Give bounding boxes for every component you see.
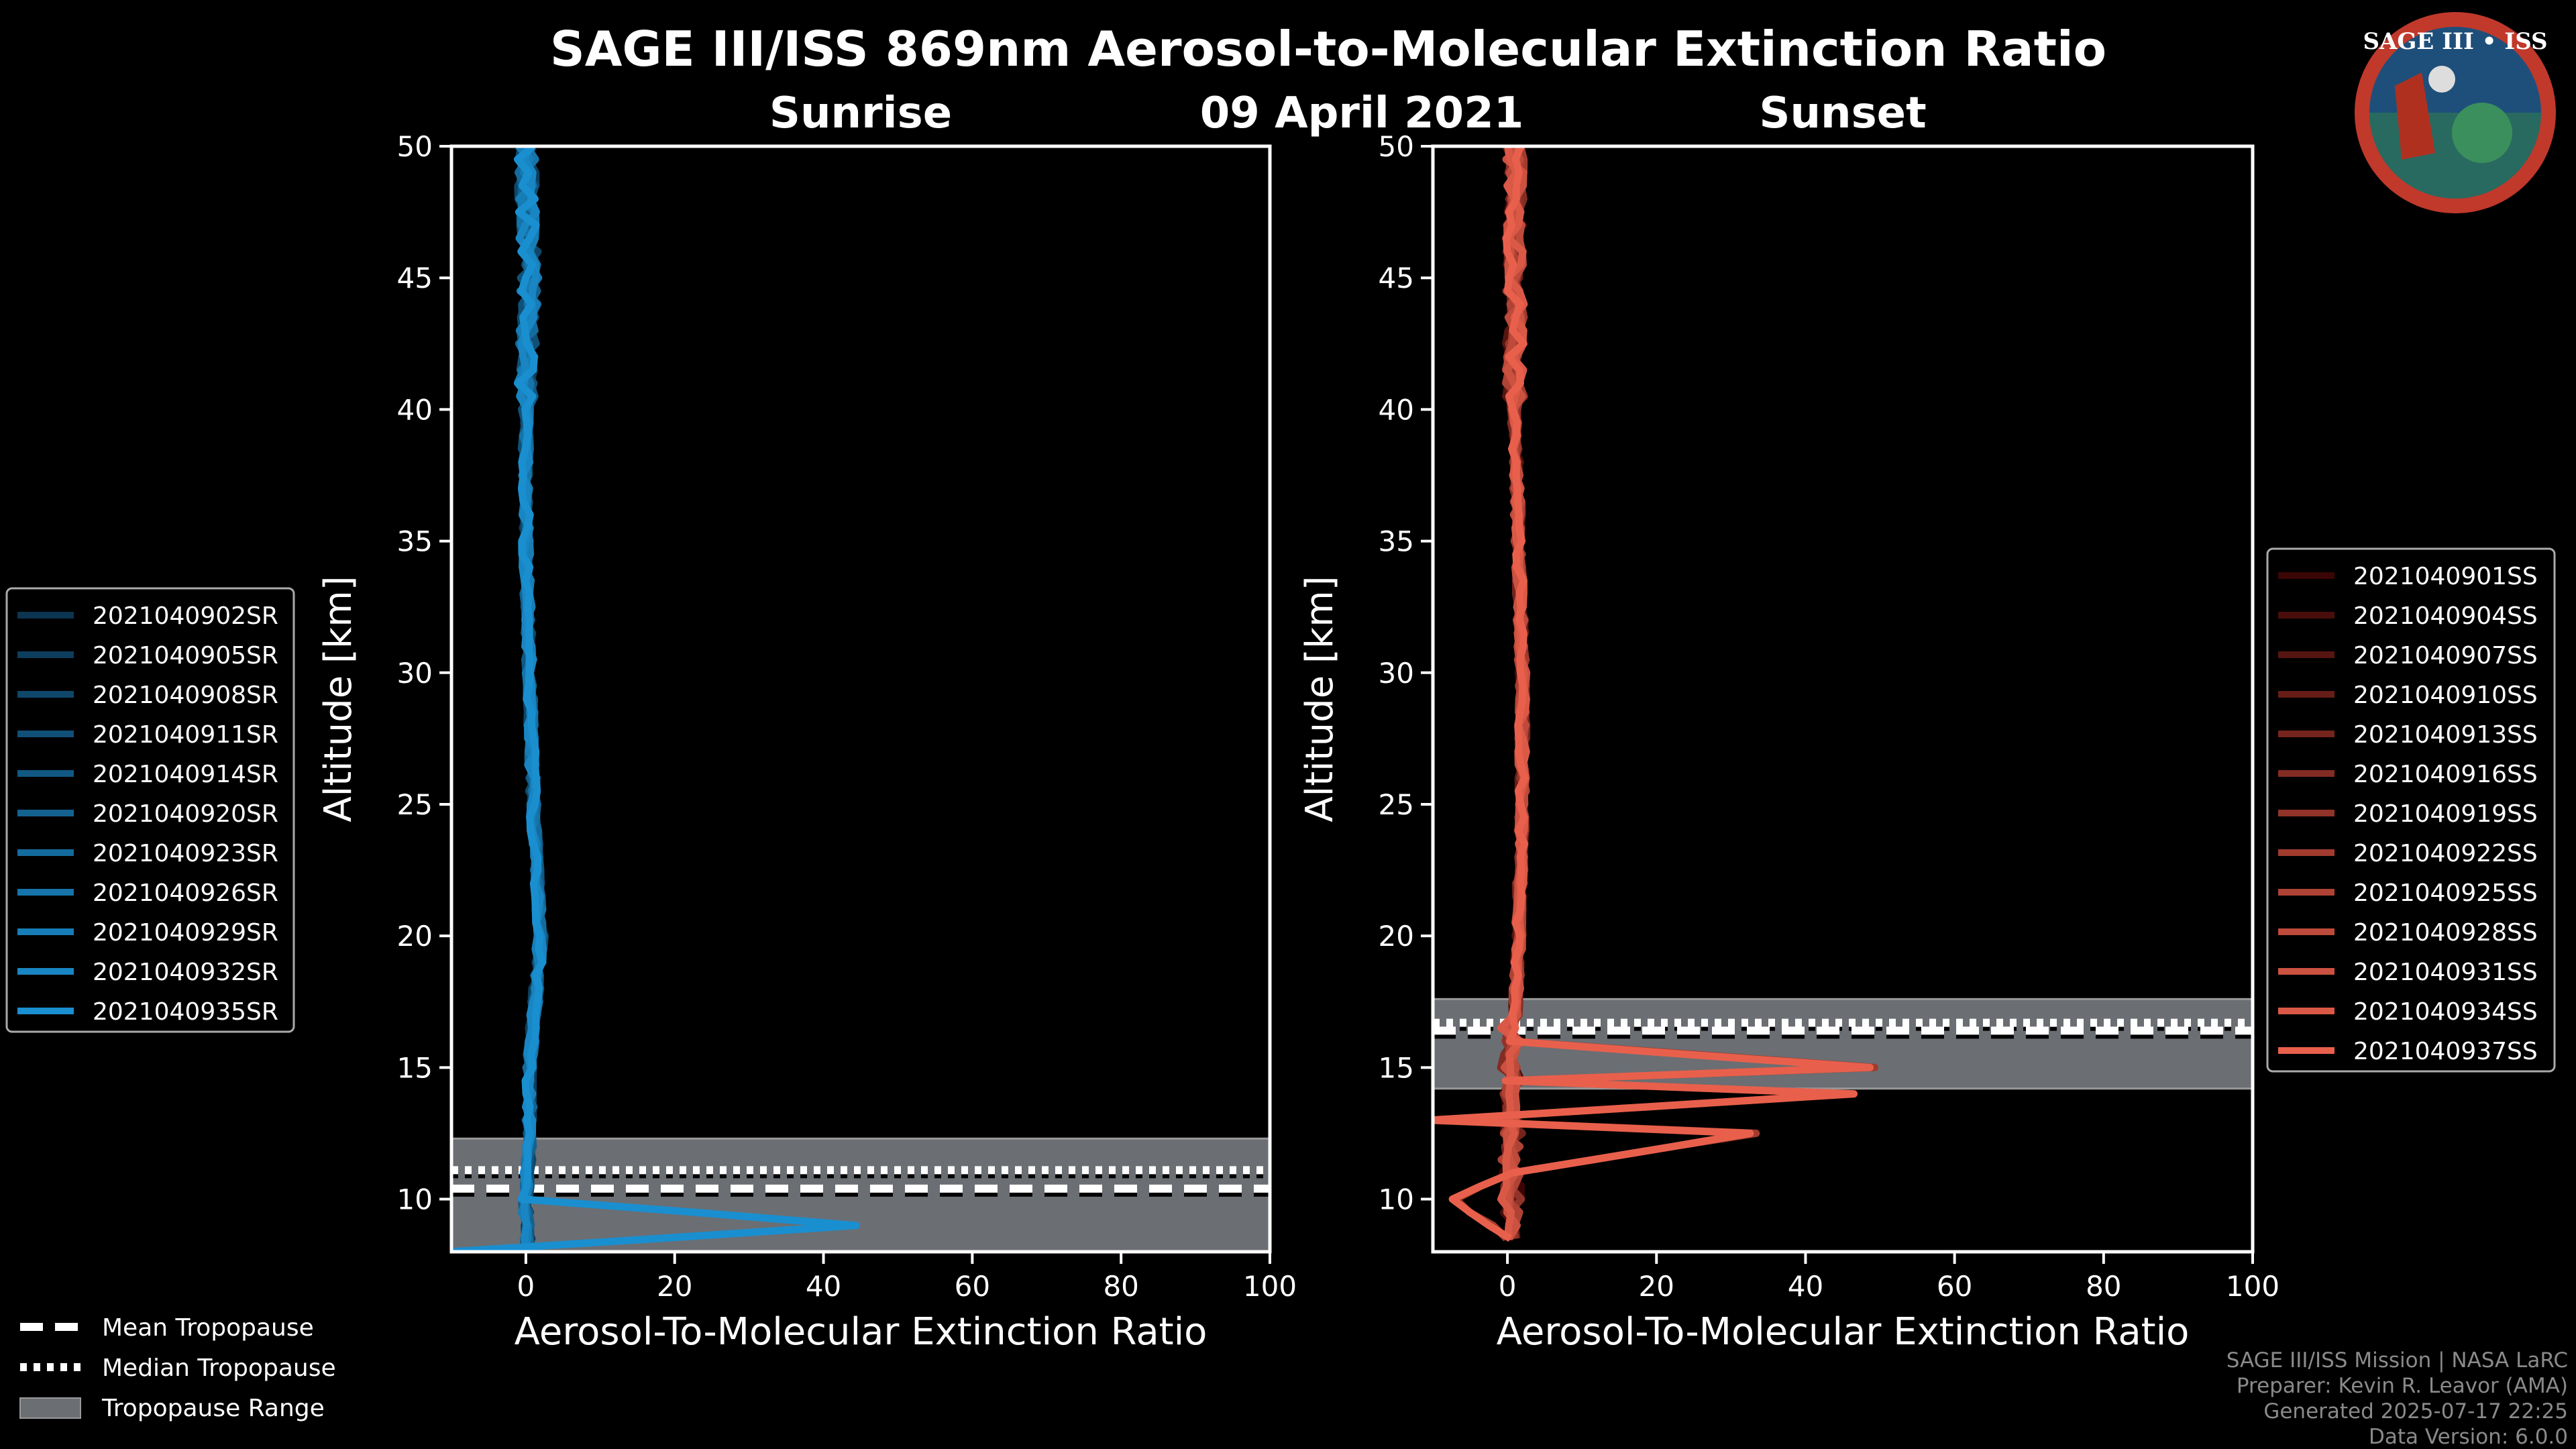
figure-date: 09 April 2021 xyxy=(1200,89,1524,138)
y-tick-label: 50 xyxy=(397,130,433,163)
legend-entry: 2021040908SR xyxy=(93,682,278,709)
y-tick-label: 35 xyxy=(1379,525,1414,558)
legend-entry: 2021040935SR xyxy=(93,998,278,1026)
panel-title-sunset: Sunset xyxy=(1759,89,1926,138)
mean-tropopause-label: Mean Tropopause xyxy=(102,1314,314,1342)
x-tick-label: 80 xyxy=(2086,1270,2121,1303)
credit-line: Data Version: 6.0.0 xyxy=(2369,1425,2568,1449)
x-tick-label: 20 xyxy=(657,1270,692,1303)
y-tick-label: 45 xyxy=(397,262,433,294)
tropopause-range-label: Tropopause Range xyxy=(101,1395,325,1422)
legend-entry: 2021040913SS xyxy=(2353,721,2538,749)
legend-entry: 2021040920SR xyxy=(93,800,278,828)
common-legend: Mean Tropopause Median Tropopause Tropop… xyxy=(19,1314,336,1422)
y-tick-label: 40 xyxy=(397,393,433,426)
plot-area xyxy=(451,146,1270,1252)
x-tick-label: 60 xyxy=(1937,1270,1972,1303)
credits: SAGE III/ISS Mission | NASA LaRC Prepare… xyxy=(2226,1348,2568,1449)
profile-line-2021040935SR xyxy=(451,146,860,1252)
y-tick-label: 30 xyxy=(397,657,433,690)
x-axis-label: Aerosol-To-Molecular Extinction Ratio xyxy=(515,1310,1208,1354)
legend-entry: 2021040937SS xyxy=(2353,1038,2538,1065)
mission-logo: SAGE III • ISS xyxy=(2355,12,2556,213)
credit-line: Generated 2025-07-17 22:25 xyxy=(2263,1399,2568,1424)
x-tick-label: 40 xyxy=(1788,1270,1823,1303)
legend-frame xyxy=(2266,547,2556,1073)
series-legend-sunset: 2021040901SS 2021040904SS 2021040907SS 2021… xyxy=(2266,547,2556,1073)
y-axis-label: Altitude [km] xyxy=(317,576,360,822)
panel-sunset: 0 20 40 60 80 100 10 15 20 25 30 35 40 45 50 Aerosol-To… xyxy=(1298,130,2556,1354)
y-tick-label: 15 xyxy=(397,1051,433,1084)
x-tick-label: 0 xyxy=(517,1270,535,1303)
figure-title: SAGE III/ISS 869nm Aerosol-to-Molecular … xyxy=(550,21,2106,77)
x-tick-label: 60 xyxy=(955,1270,990,1303)
legend-entry: 2021040925SS xyxy=(2353,879,2538,907)
legend-entry: 2021040914SR xyxy=(93,761,278,788)
credit-line: Preparer: Kevin R. Leavor (AMA) xyxy=(2237,1374,2568,1398)
x-tick-label: 40 xyxy=(806,1270,841,1303)
series-legend-sunrise: 2021040902SR 2021040905SR 2021040908SR 2021… xyxy=(5,587,295,1033)
y-tick-label: 20 xyxy=(397,920,433,953)
legend-entry: 2021040928SS xyxy=(2353,919,2538,947)
tropopause-range-swatch xyxy=(19,1397,81,1419)
x-tick-label: 100 xyxy=(1243,1270,1297,1303)
legend-entry: 2021040902SR xyxy=(93,602,278,630)
legend-entry: 2021040916SS xyxy=(2353,761,2538,788)
legend-entry: 2021040922SS xyxy=(2353,840,2538,867)
x-tick-label: 0 xyxy=(1499,1270,1517,1303)
panel-sunrise: 0 20 40 60 80 100 10 15 20 25 30 35 40 45 50 Aerosol-To… xyxy=(5,130,1297,1354)
legend-entry: 2021040932SR xyxy=(93,959,278,986)
legend-frame xyxy=(5,587,295,1033)
y-tick-label: 10 xyxy=(397,1183,433,1216)
y-tick-label: 30 xyxy=(1379,657,1414,690)
legend-entry: 2021040926SR xyxy=(93,879,278,907)
legend-entry: 2021040907SS xyxy=(2353,642,2538,669)
legend-entry: 2021040904SS xyxy=(2353,602,2538,630)
y-tick-label: 20 xyxy=(1379,920,1414,953)
legend-entry: 2021040931SS xyxy=(2353,959,2538,986)
axes-frame xyxy=(449,144,1272,1254)
y-tick-label: 35 xyxy=(397,525,433,558)
x-tick-label: 20 xyxy=(1639,1270,1674,1303)
legend-entry: 2021040929SR xyxy=(93,919,278,947)
y-tick-label: 40 xyxy=(1379,393,1414,426)
y-tick-label: 50 xyxy=(1379,130,1414,163)
x-tick-label: 100 xyxy=(2226,1270,2279,1303)
legend-entry: 2021040910SS xyxy=(2353,682,2538,709)
axes-frame xyxy=(1431,144,2255,1254)
median-tropopause-label: Median Tropopause xyxy=(102,1354,336,1382)
panel-title-sunrise: Sunrise xyxy=(769,89,952,138)
y-tick-label: 10 xyxy=(1379,1183,1414,1216)
y-tick-label: 15 xyxy=(1379,1051,1414,1084)
x-tick-label: 80 xyxy=(1103,1270,1138,1303)
legend-entry: 2021040919SS xyxy=(2353,800,2538,828)
legend-entry: 2021040905SR xyxy=(93,642,278,669)
legend-entry: 2021040934SS xyxy=(2353,998,2538,1026)
legend-entry: 2021040901SS xyxy=(2353,563,2538,590)
legend-entry: 2021040911SR xyxy=(93,721,278,749)
logo-text: SAGE III • ISS xyxy=(2363,28,2547,55)
y-axis-label: Altitude [km] xyxy=(1298,576,1342,822)
credit-line: SAGE III/ISS Mission | NASA LaRC xyxy=(2226,1348,2568,1373)
legend-entry: 2021040923SR xyxy=(93,840,278,867)
plot-area xyxy=(1433,146,2253,1242)
x-axis-label: Aerosol-To-Molecular Extinction Ratio xyxy=(1497,1310,2190,1354)
y-tick-label: 25 xyxy=(397,788,433,821)
y-tick-label: 45 xyxy=(1379,262,1414,294)
profile-line-2021040937SS xyxy=(1433,146,1874,1242)
y-tick-label: 25 xyxy=(1379,788,1414,821)
